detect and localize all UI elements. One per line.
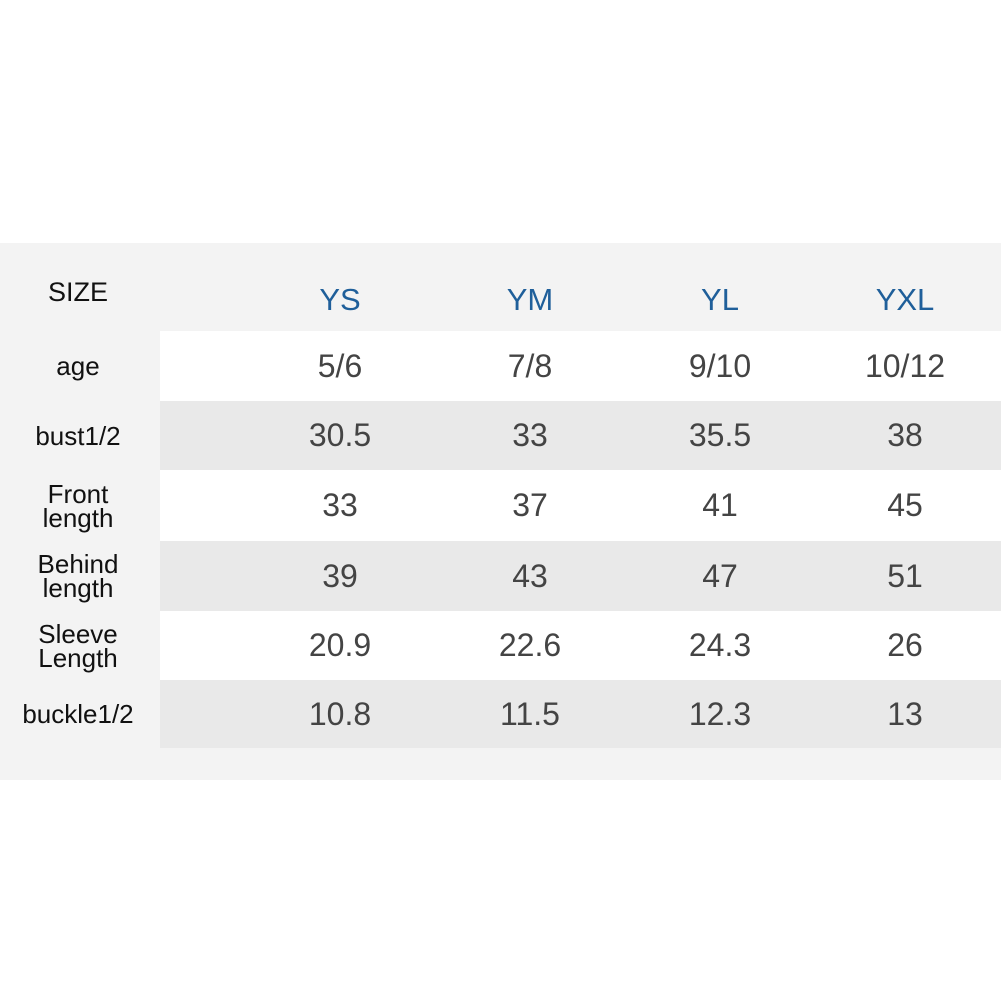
cell-value: 38 bbox=[887, 417, 923, 453]
cell-value: 33 bbox=[322, 487, 358, 523]
row-label: buckle1/2 bbox=[22, 699, 134, 729]
cell-value: 26 bbox=[887, 627, 923, 663]
cell-value: 35.5 bbox=[688, 417, 752, 453]
cell-value: 47 bbox=[702, 557, 738, 594]
corner-header: SIZE bbox=[47, 276, 108, 307]
row-background bbox=[160, 470, 1001, 541]
cell-value: 24.3 bbox=[688, 627, 752, 663]
cell-value: 51 bbox=[887, 557, 923, 594]
row-background bbox=[160, 611, 1001, 680]
row-label: Sleeve Length bbox=[38, 618, 118, 673]
column-header: YL bbox=[701, 282, 739, 317]
row-label: Front length bbox=[42, 478, 114, 533]
cell-value: 41 bbox=[702, 487, 738, 523]
cell-value: 33 bbox=[512, 417, 548, 453]
row-background bbox=[160, 541, 1001, 611]
column-header: YS bbox=[319, 282, 361, 317]
cell-value: 11.5 bbox=[500, 695, 560, 732]
row-background bbox=[160, 680, 1001, 748]
row-label: bust1/2 bbox=[35, 420, 121, 451]
row-background bbox=[160, 401, 1001, 470]
cell-value: 7/8 bbox=[507, 347, 553, 384]
cell-value: 22.6 bbox=[498, 627, 562, 663]
cell-value: 5/6 bbox=[317, 347, 363, 384]
cell-value: 10.8 bbox=[308, 695, 372, 732]
column-header: YM bbox=[506, 282, 554, 317]
cell-value: 12.3 bbox=[688, 695, 752, 732]
cell-value: 30.5 bbox=[308, 417, 372, 453]
row-label: Behind length bbox=[37, 549, 119, 603]
cell-value: 37 bbox=[512, 487, 548, 523]
cell-value: 13 bbox=[887, 695, 923, 732]
cell-value: 9/10 bbox=[688, 347, 752, 384]
cell-value: 45 bbox=[887, 487, 923, 523]
cell-value: 43 bbox=[512, 557, 548, 594]
row-label: age bbox=[56, 351, 100, 381]
cell-value: 39 bbox=[322, 557, 358, 594]
cell-value: 10/12 bbox=[864, 347, 946, 384]
column-header: YXL bbox=[875, 282, 935, 317]
cell-value: 20.9 bbox=[308, 627, 372, 663]
row-background bbox=[160, 331, 1001, 401]
